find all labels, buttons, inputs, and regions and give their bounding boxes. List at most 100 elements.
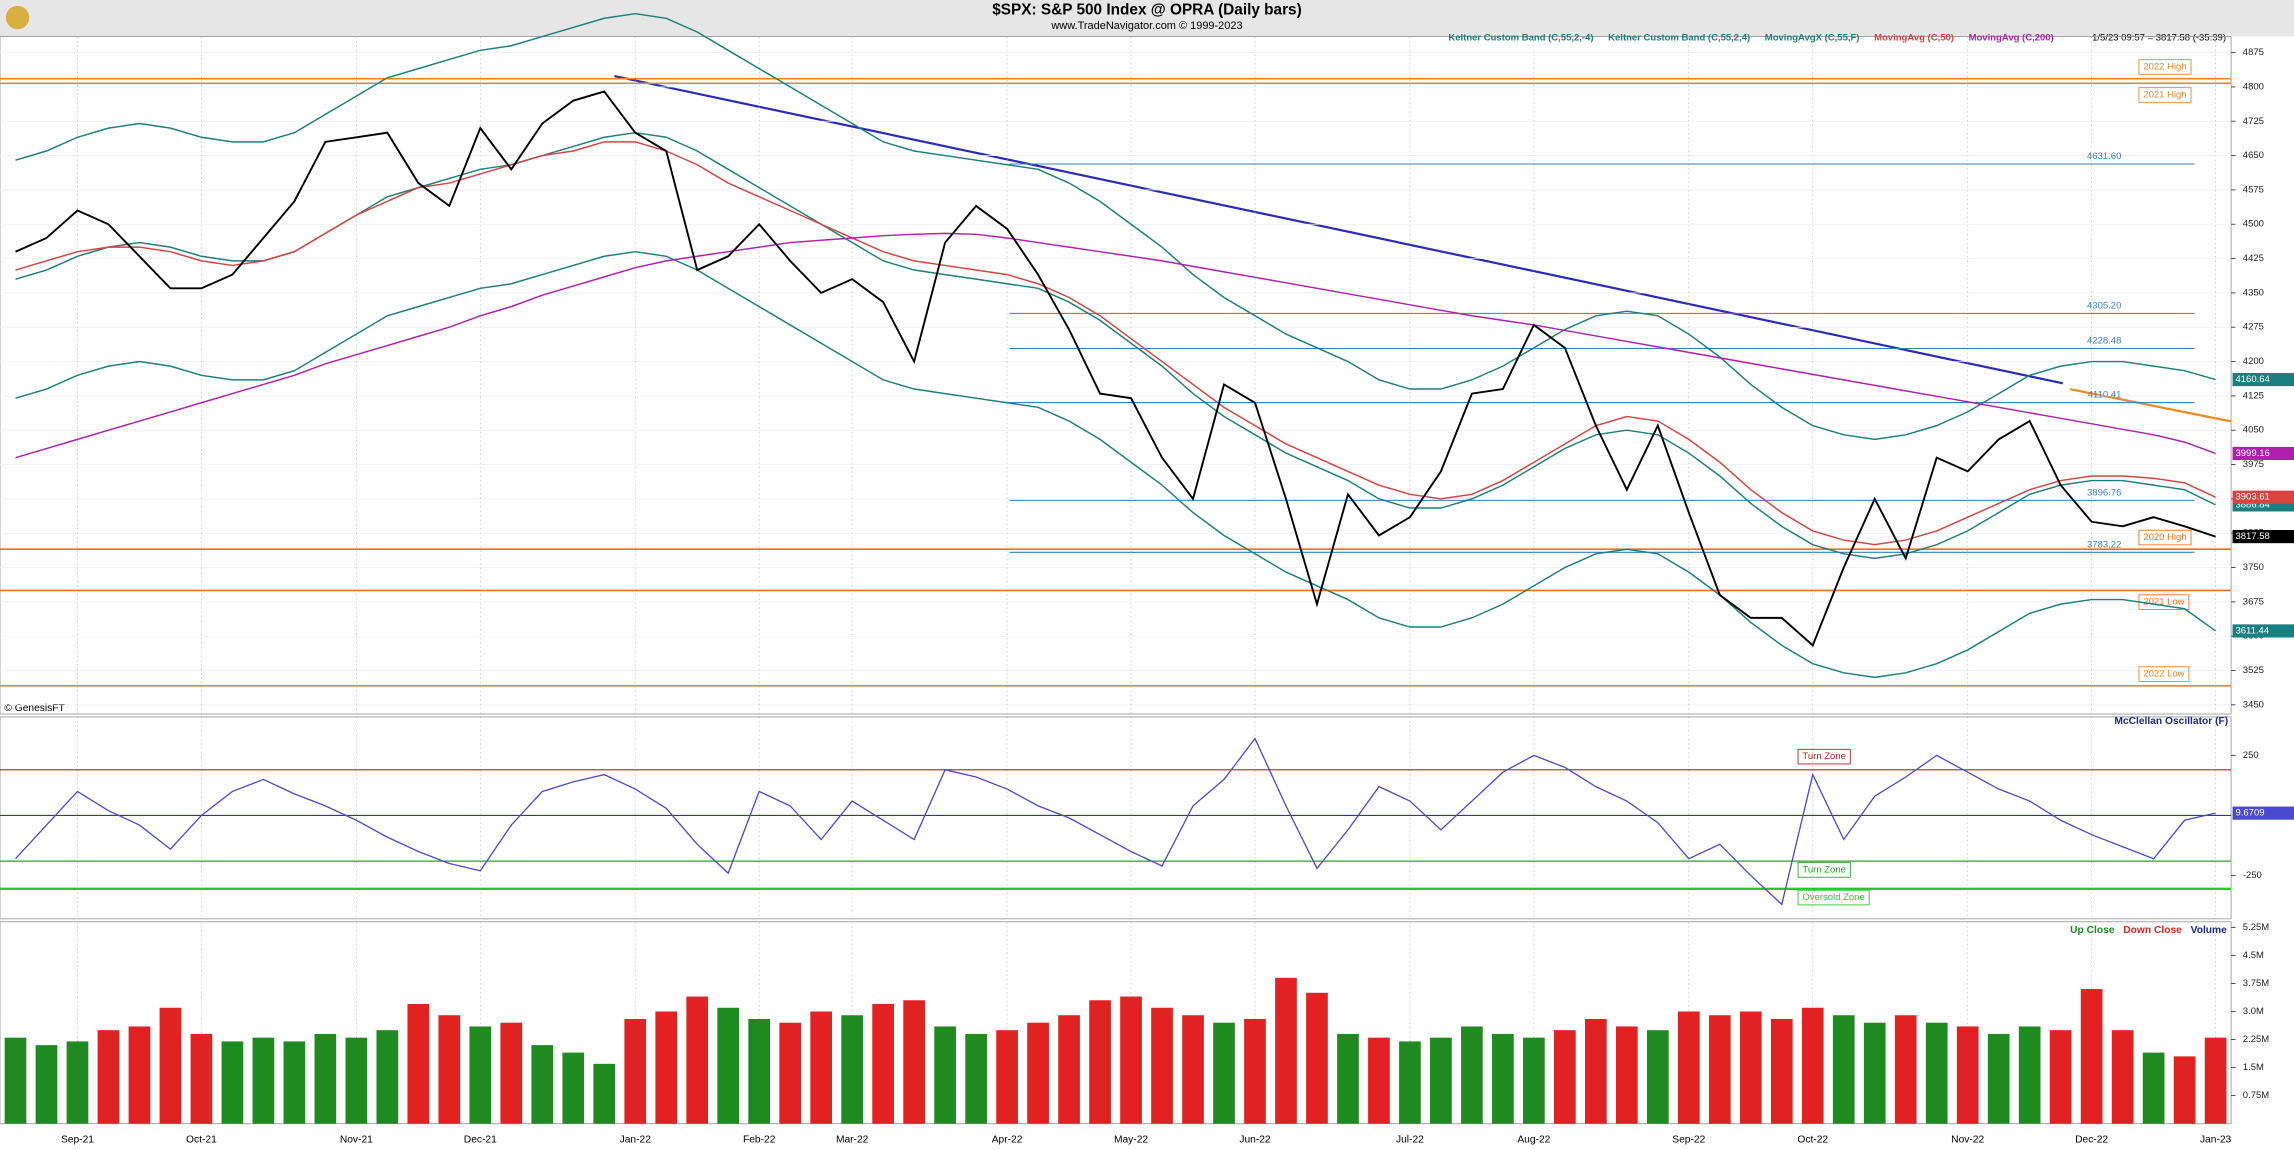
legend-entry: Up Close bbox=[2070, 925, 2115, 936]
reference-label-box bbox=[2138, 87, 2192, 103]
y-tick-label: 4425 bbox=[2243, 253, 2264, 264]
volume-bar bbox=[624, 1018, 647, 1124]
y-tick-label: 1.5M bbox=[2243, 1062, 2264, 1073]
y-tick-label: 4800 bbox=[2243, 81, 2264, 92]
volume-bar bbox=[1739, 1011, 1762, 1124]
x-tick-label: Sep-22 bbox=[1672, 1134, 1705, 1145]
y-tick-label: 4350 bbox=[2243, 287, 2264, 298]
zone-label-box bbox=[1797, 862, 1851, 878]
y-tick-label: 4875 bbox=[2243, 47, 2264, 58]
reference-label: 2021 High bbox=[2143, 89, 2186, 100]
volume-bar bbox=[1337, 1033, 1359, 1124]
volume-bar bbox=[500, 1022, 523, 1124]
volume-bar bbox=[128, 1026, 151, 1124]
reference-label: 2022 Low bbox=[2143, 669, 2184, 680]
volume-bar bbox=[2018, 1026, 2041, 1124]
value-badge bbox=[2232, 806, 2294, 820]
volume-bar bbox=[1027, 1022, 1049, 1124]
volume-bar bbox=[1058, 1015, 1080, 1124]
x-tick-label: Dec-22 bbox=[2075, 1134, 2108, 1145]
volume-bar bbox=[1120, 996, 1142, 1124]
quote-info: 1/5/23 09:57 = 3817.58 (-35.39) bbox=[2092, 33, 2226, 44]
value-badge bbox=[2232, 490, 2294, 504]
x-tick-label: Jul-22 bbox=[1396, 1134, 1424, 1145]
reference-label-box bbox=[2138, 529, 2192, 546]
volume-bar bbox=[159, 1007, 182, 1124]
volume-bar bbox=[376, 1030, 399, 1124]
y-tick-label: 250 bbox=[2243, 750, 2259, 761]
value-badge bbox=[2232, 446, 2294, 461]
legend-entry: Keltner Custom Band (C,55,2,4) bbox=[1608, 33, 1750, 44]
y-tick-label: 3750 bbox=[2243, 562, 2264, 573]
y-tick-label: 2.25M bbox=[2243, 1034, 2269, 1045]
logo bbox=[5, 5, 30, 30]
y-tick-label: 3675 bbox=[2243, 596, 2264, 607]
volume-bar bbox=[1089, 1000, 1111, 1124]
volume-bar bbox=[1182, 1015, 1204, 1124]
level-label: 4631.60 bbox=[2087, 151, 2121, 162]
zone-label-box bbox=[1797, 889, 1870, 906]
legend-entry: Keltner Custom Band (C,55,2,-4) bbox=[1448, 33, 1593, 44]
y-tick-label: 3450 bbox=[2243, 699, 2264, 710]
y-tick-label: 0.75M bbox=[2243, 1090, 2269, 1101]
x-tick-label: Jan-22 bbox=[620, 1134, 652, 1145]
volume-bar bbox=[2142, 1052, 2165, 1124]
volume-bar bbox=[1399, 1041, 1421, 1124]
volume-bar bbox=[748, 1018, 771, 1124]
panel-title: McClellan Oscillator (F) bbox=[2114, 716, 2228, 727]
value-badge-label: 3886.84 bbox=[2235, 499, 2269, 510]
trendline bbox=[614, 75, 2064, 385]
chart-title: $SPX: S&P 500 Index @ OPRA (Daily bars) bbox=[992, 1, 1301, 18]
volume-bar bbox=[66, 1041, 89, 1124]
volume-bar bbox=[1244, 1018, 1266, 1124]
x-tick-label: Jun-22 bbox=[1239, 1134, 1271, 1145]
volume-bar bbox=[35, 1045, 58, 1124]
x-tick-label: Sep-21 bbox=[61, 1134, 94, 1145]
volume-bar bbox=[1492, 1033, 1514, 1124]
volume-bar bbox=[314, 1033, 337, 1124]
volume-bar bbox=[1554, 1030, 1576, 1124]
volume-bar bbox=[1306, 992, 1328, 1124]
zone-label-box bbox=[1797, 748, 1851, 765]
volume-bar bbox=[934, 1026, 956, 1124]
volume-bar bbox=[2111, 1030, 2134, 1124]
volume-bar bbox=[1801, 1007, 1824, 1124]
volume-bar bbox=[283, 1041, 306, 1124]
y-tick-label: 3975 bbox=[2243, 459, 2264, 470]
y-tick-label: 3.0M bbox=[2243, 1006, 2264, 1017]
legend-entry: Down Close bbox=[2123, 925, 2182, 936]
volume-bar bbox=[190, 1033, 213, 1124]
oscillator-panel bbox=[0, 716, 2232, 920]
oscillator-line bbox=[15, 737, 2216, 906]
volume-bar bbox=[1832, 1015, 1855, 1124]
level-label: 4305.20 bbox=[2087, 301, 2121, 312]
legend-entry: Volume bbox=[2191, 925, 2228, 936]
x-tick-label: Aug-22 bbox=[1517, 1134, 1550, 1145]
x-tick-label: Feb-22 bbox=[743, 1134, 776, 1145]
volume-bar bbox=[2080, 989, 2103, 1124]
indicator-line bbox=[15, 141, 2216, 546]
value-badge-label: 3999.16 bbox=[2235, 448, 2269, 459]
volume-bar bbox=[531, 1045, 554, 1124]
volume-bar bbox=[996, 1030, 1018, 1124]
y-tick-label: 3525 bbox=[2243, 665, 2264, 676]
reference-label-box bbox=[2138, 59, 2192, 75]
volume-bar bbox=[1925, 1022, 1948, 1124]
x-tick-label: Oct-21 bbox=[186, 1134, 217, 1145]
volume-bar bbox=[2049, 1030, 2072, 1124]
level-label: 4228.48 bbox=[2087, 336, 2121, 347]
volume-bar bbox=[717, 1007, 740, 1124]
y-tick-label: 4650 bbox=[2243, 150, 2264, 161]
volume-bar bbox=[221, 1041, 244, 1124]
value-badge-label: 3903.61 bbox=[2235, 492, 2269, 503]
volume-bar bbox=[4, 1037, 27, 1124]
reference-label-box bbox=[2138, 666, 2190, 682]
volume-bar bbox=[469, 1026, 492, 1124]
volume-bar bbox=[1615, 1026, 1638, 1124]
indicator-line bbox=[15, 12, 2216, 441]
volume-bar bbox=[438, 1015, 461, 1124]
volume-bar bbox=[810, 1011, 833, 1124]
volume-panel bbox=[0, 921, 2232, 1125]
volume-bar bbox=[1213, 1022, 1235, 1124]
volume-bar bbox=[97, 1030, 120, 1124]
